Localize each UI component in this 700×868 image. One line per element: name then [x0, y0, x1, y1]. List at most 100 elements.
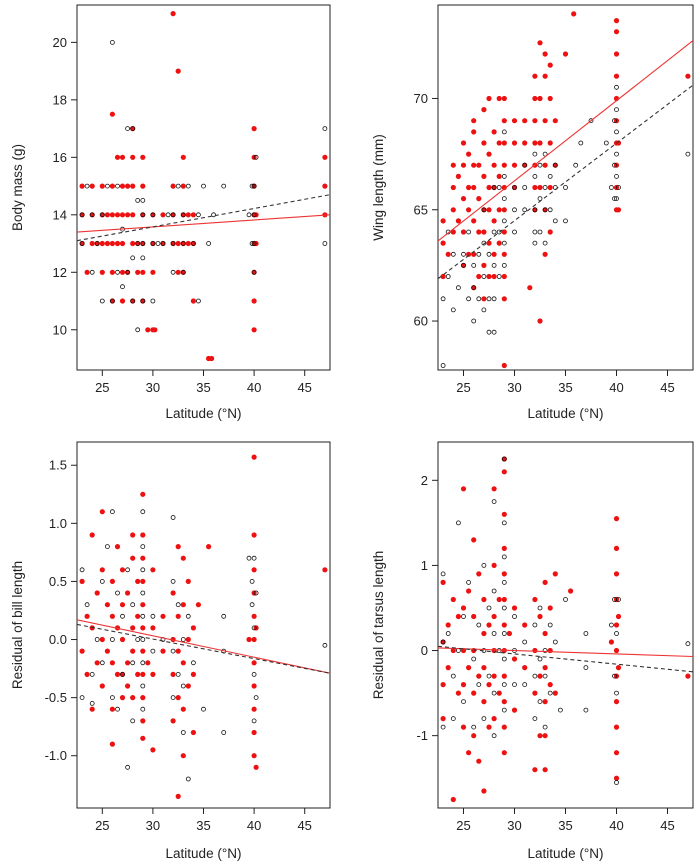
y-tick-label: 12: [53, 265, 67, 280]
black-point: [170, 695, 176, 700]
red-point: [481, 229, 487, 235]
red-point: [486, 184, 492, 191]
red-point: [190, 625, 196, 631]
y-tick-label: 1.5: [49, 458, 67, 473]
black-point: [445, 631, 451, 636]
x-tick-label: 30: [146, 818, 160, 833]
y-tick-label: 1: [421, 558, 428, 573]
black-point: [180, 683, 186, 689]
red-point: [119, 298, 126, 304]
red-point: [89, 183, 95, 189]
red-point: [613, 622, 620, 628]
red-point: [501, 699, 507, 705]
black-point: [125, 126, 130, 132]
red-point: [542, 733, 548, 739]
black-point: [211, 212, 217, 218]
black-point: [125, 567, 130, 573]
red-point: [471, 162, 477, 168]
red-point: [251, 298, 257, 304]
red-point: [150, 671, 156, 678]
red-point: [466, 750, 472, 756]
red-point: [180, 555, 186, 561]
red-point: [486, 207, 492, 213]
black-point: [79, 241, 85, 246]
red-point: [185, 578, 191, 585]
black-point: [251, 625, 257, 631]
black-point: [79, 212, 85, 218]
black-point: [491, 631, 497, 636]
plot-frame: [76, 441, 331, 809]
black-point: [471, 656, 477, 662]
black-point: [547, 690, 553, 696]
red-point: [542, 630, 548, 637]
black-point: [150, 241, 156, 246]
black-point: [130, 660, 136, 666]
x-tick-label: 30: [146, 380, 160, 395]
red-point: [175, 613, 181, 619]
red-point: [542, 767, 548, 773]
black-point: [84, 183, 90, 189]
red-point: [251, 753, 257, 759]
y-tick-label: -0.5: [45, 690, 67, 705]
red-point: [180, 602, 186, 608]
red-point: [140, 555, 146, 561]
red-point: [481, 296, 487, 302]
black-point: [461, 251, 466, 257]
red-point: [491, 218, 497, 224]
black-point: [491, 588, 497, 594]
red-point: [130, 183, 136, 189]
red-point: [476, 673, 482, 679]
red-point: [109, 269, 115, 275]
y-tick-label: 18: [53, 92, 67, 107]
red-point: [130, 555, 136, 561]
red-point: [440, 240, 446, 246]
red-point: [552, 571, 558, 577]
red-point: [613, 571, 620, 577]
black-point: [552, 639, 558, 645]
x-tick-label: 40: [247, 818, 261, 833]
black-point: [471, 285, 477, 291]
black-point: [616, 185, 621, 190]
red-point: [496, 173, 502, 179]
black-point: [612, 196, 617, 202]
black-point: [547, 622, 553, 628]
black-point: [491, 262, 497, 268]
red-point: [542, 73, 548, 79]
red-point: [532, 73, 538, 79]
red-point: [542, 665, 548, 671]
black-point: [130, 126, 136, 132]
red-point: [511, 162, 518, 168]
black-point: [532, 229, 538, 235]
red-point: [322, 183, 328, 189]
black-point: [221, 183, 227, 189]
black-point: [185, 776, 191, 782]
red-point: [501, 207, 507, 213]
red-point: [471, 733, 477, 739]
red-point: [125, 183, 131, 189]
red-point: [466, 151, 472, 157]
red-point: [532, 647, 538, 654]
y-tick-label: 0: [421, 643, 428, 658]
red-point: [135, 269, 141, 275]
black-point: [120, 613, 125, 619]
red-point: [476, 273, 482, 280]
red-point: [471, 129, 477, 135]
red-point: [491, 486, 497, 492]
red-point: [79, 648, 85, 654]
red-point: [89, 240, 95, 247]
x-tick-label: 45: [660, 818, 674, 833]
y-axis-title: Body mass (g): [10, 144, 25, 231]
black-point: [578, 140, 584, 146]
red-point: [476, 571, 482, 577]
y-tick-label: 10: [53, 322, 67, 337]
red-point: [501, 571, 507, 577]
red-point: [460, 196, 467, 202]
red-point: [613, 73, 620, 79]
black-point: [440, 296, 446, 302]
black-point: [512, 207, 517, 213]
red-point: [450, 207, 456, 213]
red-point: [481, 596, 487, 603]
red-point: [476, 162, 482, 168]
black-point: [99, 212, 105, 218]
red-point: [615, 207, 622, 213]
